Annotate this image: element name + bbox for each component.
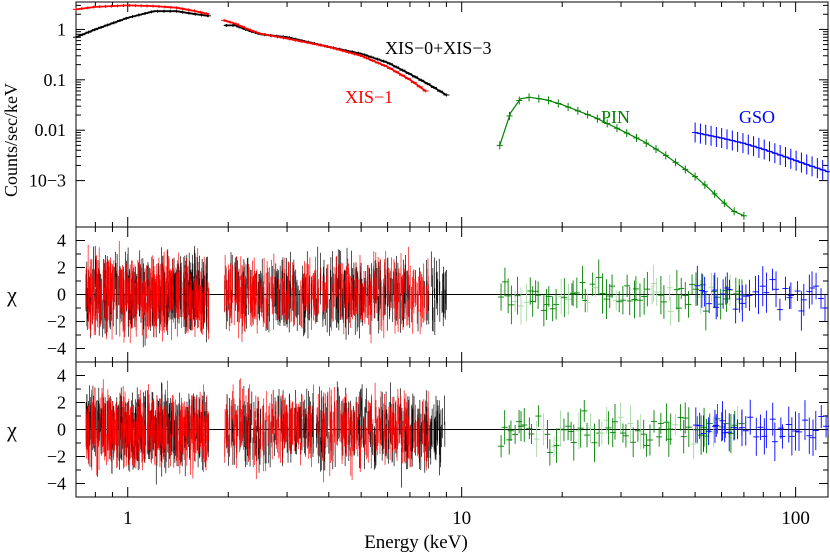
panel-frame — [75, 1, 829, 228]
y-tick-label: 2 — [57, 258, 66, 278]
series-line — [224, 24, 447, 96]
y-tick-label: 0.01 — [35, 120, 67, 140]
y-tick-label: 4 — [57, 366, 66, 386]
y-tick-label: 4 — [57, 231, 66, 251]
x-tick-label: 1 — [123, 508, 133, 529]
y-axis-label-spectrum: Counts/sec/keV — [1, 83, 21, 197]
y-tick-label: −4 — [47, 474, 66, 494]
y-tick-label: −2 — [47, 447, 66, 467]
y-tick-label: 0 — [57, 285, 66, 305]
series-line — [75, 10, 210, 39]
annotation-xis-03: XIS−0+XIS−3 — [385, 38, 491, 58]
series-line — [694, 131, 829, 173]
y-tick-label: 10−3 — [29, 171, 66, 191]
y-tick-label: −4 — [47, 339, 66, 359]
x-tick-label: 100 — [781, 508, 810, 529]
y-tick-label: 0.1 — [44, 70, 67, 90]
y-tick-label: 2 — [57, 393, 66, 413]
series-line — [499, 96, 745, 217]
annotation-gso: GSO — [739, 107, 775, 127]
annotation-xis-1: XIS−1 — [345, 87, 393, 107]
residuals-panel-2: 4 2 0 −2 −4 — [47, 361, 830, 498]
annotation-pin: PIN — [601, 107, 630, 127]
x-tick-label: 10 — [452, 508, 471, 529]
y-tick-label: 0 — [57, 420, 66, 440]
residuals-panel-1: 4 2 0 −2 −4 — [47, 226, 829, 363]
y-axis-label-residuals-2: χ — [6, 417, 17, 442]
x-axis-label: Energy (keV) — [364, 532, 468, 552]
spectrum-panel: 1 0.1 0.01 10−3 — [29, 1, 830, 228]
y-tick-label: 1 — [57, 19, 66, 39]
y-tick-label: −2 — [47, 312, 66, 332]
x-axis: 1 10 100 — [123, 508, 810, 529]
y-axis-label-residuals-1: χ — [6, 282, 17, 307]
